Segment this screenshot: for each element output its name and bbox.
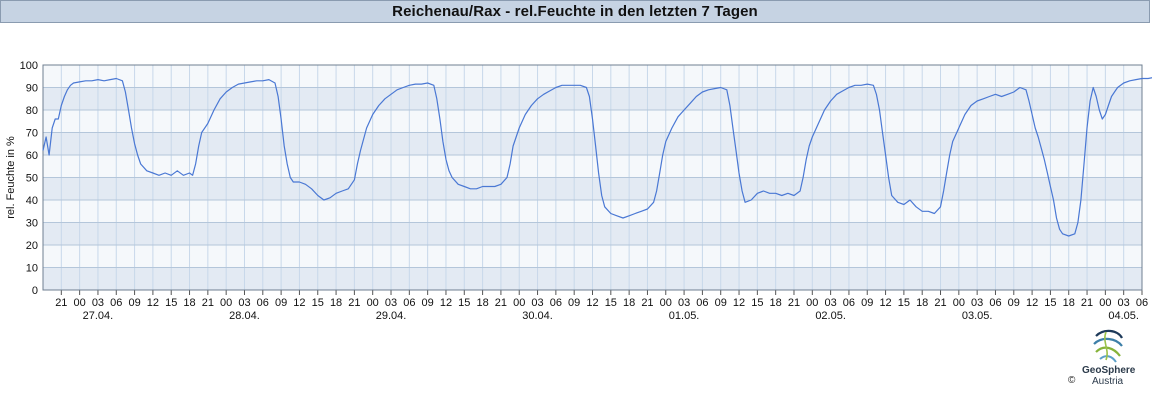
- x-tick-label: 03: [971, 297, 983, 309]
- x-tick-label: 06: [843, 297, 855, 309]
- x-tick-label: 09: [422, 297, 434, 309]
- x-tick-label: 15: [605, 297, 617, 309]
- x-tick-label: 15: [458, 297, 470, 309]
- x-tick-label: 15: [751, 297, 763, 309]
- x-tick-label: 21: [55, 297, 67, 309]
- x-tick-label: 00: [367, 297, 379, 309]
- y-axis-label: rel. Feuchte in %: [5, 136, 17, 219]
- x-tick-label: 03: [531, 297, 543, 309]
- x-tick-label: 06: [1136, 297, 1148, 309]
- x-tick-label: 18: [916, 297, 928, 309]
- y-tick-label: 100: [20, 60, 38, 72]
- x-tick-label: 21: [348, 297, 360, 309]
- x-tick-label: 18: [770, 297, 782, 309]
- chart-title: Reichenau/Rax - rel.Feuchte in den letzt…: [392, 3, 758, 20]
- geosphere-logo-icon: [1093, 329, 1123, 363]
- y-tick-label: 10: [26, 263, 38, 275]
- x-tick-label: 09: [1008, 297, 1020, 309]
- x-tick-label: 03: [92, 297, 104, 309]
- plot-border: [42, 64, 1143, 291]
- x-tick-label: 12: [733, 297, 745, 309]
- y-tick-label: 0: [32, 285, 38, 297]
- y-tick-label: 30: [26, 218, 38, 230]
- x-tick-label: 06: [696, 297, 708, 309]
- x-tick-label: 21: [934, 297, 946, 309]
- x-tick-label: 12: [147, 297, 159, 309]
- x-tick-label: 12: [1026, 297, 1038, 309]
- y-tick-label: 80: [26, 105, 38, 117]
- x-tick-label: 03: [1118, 297, 1130, 309]
- day-label: 29.04.: [376, 310, 407, 322]
- x-tick-label: 18: [183, 297, 195, 309]
- x-tick-label: 21: [495, 297, 507, 309]
- y-tick-label: 90: [26, 83, 38, 95]
- x-tick-label: 06: [989, 297, 1001, 309]
- y-tick-label: 60: [26, 150, 38, 162]
- x-tick-label: 00: [220, 297, 232, 309]
- day-label: 02.05.: [815, 310, 846, 322]
- y-tick-label: 50: [26, 173, 38, 185]
- x-tick-label: 21: [202, 297, 214, 309]
- x-tick-label: 00: [806, 297, 818, 309]
- x-tick-label: 00: [660, 297, 672, 309]
- logo-copyright: ©: [1068, 375, 1076, 386]
- x-tick-label: 12: [293, 297, 305, 309]
- x-tick-label: 03: [678, 297, 690, 309]
- x-tick-label: 06: [257, 297, 269, 309]
- day-label: 27.04.: [83, 310, 114, 322]
- x-tick-label: 00: [74, 297, 86, 309]
- x-tick-label: 06: [550, 297, 562, 309]
- x-tick-label: 21: [641, 297, 653, 309]
- x-tick-label: 09: [275, 297, 287, 309]
- x-tick-label: 09: [128, 297, 140, 309]
- x-tick-label: 00: [953, 297, 965, 309]
- y-tick-label: 70: [26, 128, 38, 140]
- x-tick-label: 12: [440, 297, 452, 309]
- x-tick-label: 00: [513, 297, 525, 309]
- day-label: 01.05.: [669, 310, 700, 322]
- day-label: 30.04.: [522, 310, 553, 322]
- x-tick-label: 03: [238, 297, 250, 309]
- day-label: 04.05.: [1108, 310, 1139, 322]
- x-tick-label: 15: [1044, 297, 1056, 309]
- logo-name: GeoSphere: [1082, 365, 1136, 376]
- x-tick-label: 00: [1099, 297, 1111, 309]
- x-tick-label: 21: [788, 297, 800, 309]
- y-tick-label: 40: [26, 195, 38, 207]
- x-tick-label: 09: [715, 297, 727, 309]
- x-tick-label: 03: [385, 297, 397, 309]
- x-tick-label: 12: [586, 297, 598, 309]
- x-tick-label: 18: [330, 297, 342, 309]
- x-tick-label: 21: [1081, 297, 1093, 309]
- logo-subtitle: Austria: [1092, 376, 1124, 387]
- x-tick-label: 18: [1063, 297, 1075, 309]
- x-tick-label: 18: [623, 297, 635, 309]
- x-tick-label: 06: [403, 297, 415, 309]
- x-tick-label: 06: [110, 297, 122, 309]
- chart-title-bar: Reichenau/Rax - rel.Feuchte in den letzt…: [0, 0, 1150, 23]
- x-tick-label: 18: [476, 297, 488, 309]
- x-tick-label: 15: [898, 297, 910, 309]
- x-tick-label: 03: [824, 297, 836, 309]
- x-tick-label: 12: [879, 297, 891, 309]
- x-tick-label: 09: [861, 297, 873, 309]
- geosphere-logo: GeoSphere © Austria: [1068, 326, 1148, 396]
- day-label: 03.05.: [962, 310, 993, 322]
- x-tick-label: 15: [312, 297, 324, 309]
- x-tick-label: 09: [568, 297, 580, 309]
- y-tick-label: 20: [26, 240, 38, 252]
- day-label: 28.04.: [229, 310, 260, 322]
- x-tick-label: 15: [165, 297, 177, 309]
- humidity-series-line: [42, 77, 1152, 237]
